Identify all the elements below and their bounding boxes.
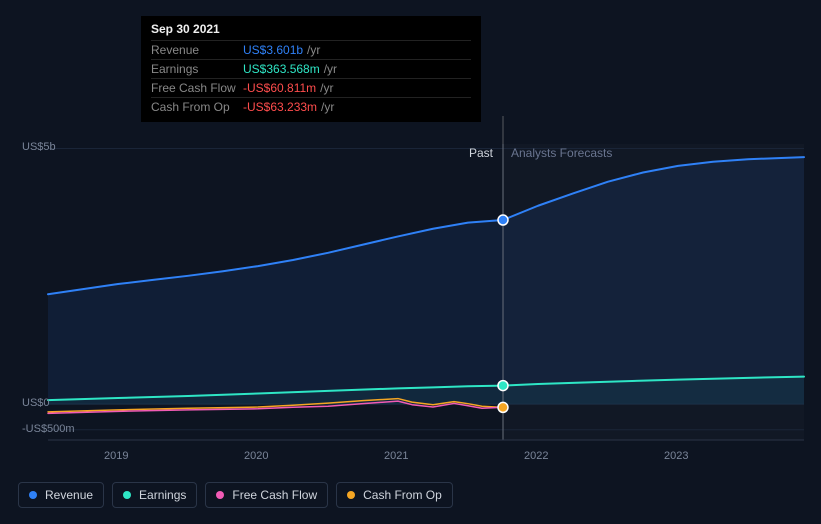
legend-dot-icon [29, 491, 37, 499]
tooltip-row-label: Cash From Op [151, 100, 243, 114]
tooltip-row-value: US$363.568m [243, 62, 320, 76]
tooltip-row-label: Earnings [151, 62, 243, 76]
tooltip-row-unit: /yr [307, 43, 320, 57]
legend-item-earnings[interactable]: Earnings [112, 482, 197, 508]
x-axis-label: 2023 [664, 450, 688, 462]
tooltip-row: EarningsUS$363.568m/yr [151, 59, 471, 78]
chart-legend: Revenue Earnings Free Cash Flow Cash From O… [18, 482, 453, 508]
x-axis-label: 2022 [524, 450, 548, 462]
tooltip-row: Free Cash Flow-US$60.811m/yr [151, 78, 471, 97]
x-axis-label: 2019 [104, 450, 128, 462]
tooltip-row-value: -US$60.811m [243, 81, 316, 95]
legend-item-cash-from-op[interactable]: Cash From Op [336, 482, 453, 508]
legend-item-revenue[interactable]: Revenue [18, 482, 104, 508]
legend-item-free-cash-flow[interactable]: Free Cash Flow [205, 482, 328, 508]
financials-chart: Past Analysts Forecasts Sep 30 2021 Reve… [0, 0, 821, 524]
x-axis-label: 2020 [244, 450, 268, 462]
y-axis-label: US$0 [22, 397, 50, 409]
tooltip-date: Sep 30 2021 [151, 22, 471, 36]
tooltip-row: Cash From Op-US$63.233m/yr [151, 97, 471, 116]
y-axis-label: -US$500m [22, 423, 75, 435]
tooltip-row-value: US$3.601b [243, 43, 303, 57]
tooltip-row-unit: /yr [321, 100, 334, 114]
tooltip-row-label: Revenue [151, 43, 243, 57]
legend-item-label: Cash From Op [363, 488, 442, 502]
legend-dot-icon [347, 491, 355, 499]
tooltip-row-value: -US$63.233m [243, 100, 317, 114]
tooltip-row-unit: /yr [324, 62, 337, 76]
legend-dot-icon [123, 491, 131, 499]
region-label-forecast: Analysts Forecasts [511, 146, 612, 160]
region-label-past: Past [469, 146, 493, 160]
legend-item-label: Free Cash Flow [232, 488, 317, 502]
tooltip-row-label: Free Cash Flow [151, 81, 243, 95]
y-axis-label: US$5b [22, 141, 56, 153]
tooltip-row-unit: /yr [320, 81, 333, 95]
legend-item-label: Revenue [45, 488, 93, 502]
hover-tooltip: Sep 30 2021 RevenueUS$3.601b/yrEarningsU… [141, 16, 481, 122]
x-axis-label: 2021 [384, 450, 408, 462]
tooltip-row: RevenueUS$3.601b/yr [151, 40, 471, 59]
legend-dot-icon [216, 491, 224, 499]
legend-item-label: Earnings [139, 488, 186, 502]
